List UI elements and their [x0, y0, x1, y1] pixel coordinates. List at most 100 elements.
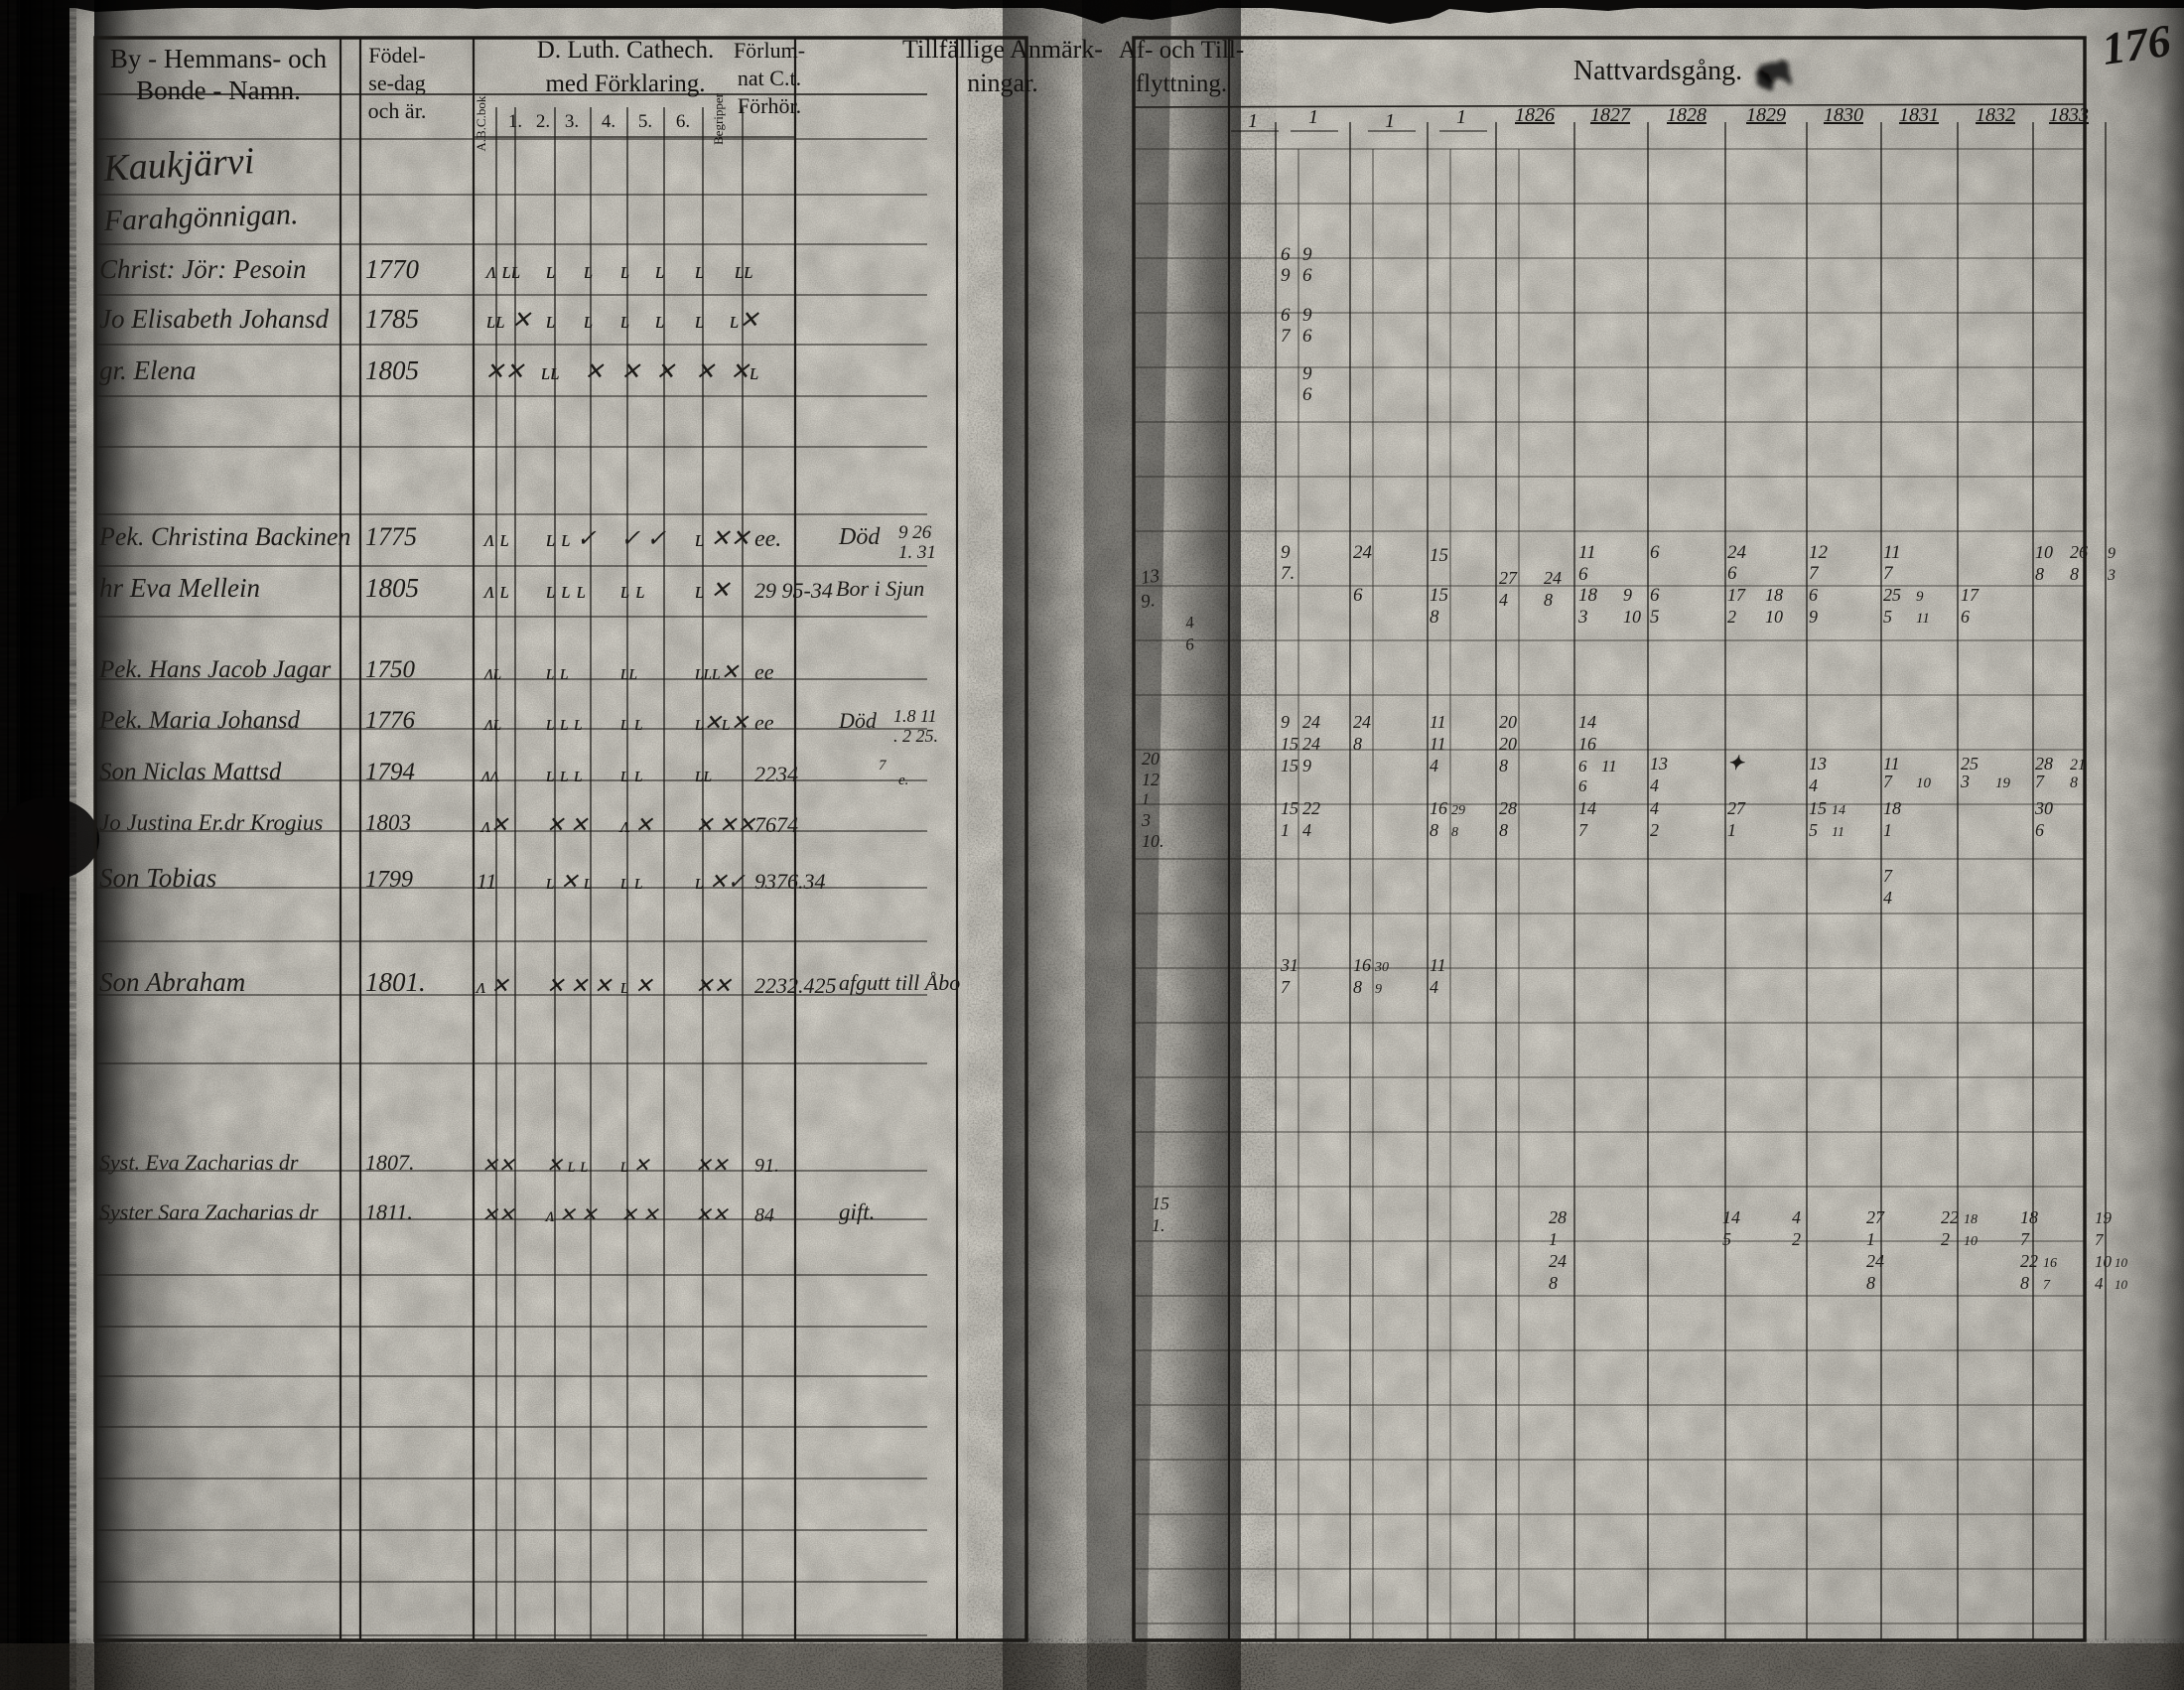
svg-text:7.: 7.	[1281, 563, 1295, 584]
svg-text:9: 9	[1375, 982, 1382, 997]
svg-text:15: 15	[1809, 798, 1827, 818]
svg-text:1833: 1833	[2049, 104, 2089, 126]
svg-text:ʟ ✕: ʟ ✕	[695, 578, 731, 604]
svg-text:11: 11	[1916, 611, 1930, 627]
svg-text:ʟ: ʟ	[546, 308, 555, 334]
svg-text:13: 13	[1140, 566, 1161, 589]
svg-text:Syst. Eva Zacharias dr: Syst. Eva Zacharias dr	[99, 1150, 299, 1175]
svg-text:1: 1	[1727, 820, 1736, 840]
svg-text:1: 1	[1456, 106, 1466, 128]
svg-text:1805: 1805	[365, 355, 419, 385]
svg-text:15: 15	[1430, 585, 1448, 606]
svg-text:1: 1	[1142, 791, 1150, 808]
svg-text:10.: 10.	[1142, 831, 1164, 851]
svg-text:Begripper: Begripper	[711, 92, 726, 145]
svg-text:4: 4	[2095, 1274, 2104, 1293]
svg-text:7: 7	[2020, 1229, 2030, 1249]
svg-text:✕: ✕	[511, 308, 532, 334]
svg-text:15: 15	[1281, 734, 1298, 754]
svg-text:6: 6	[1281, 305, 1291, 326]
svg-text:6: 6	[1353, 585, 1363, 606]
svg-text:Bor i Sjun: Bor i Sjun	[836, 576, 924, 601]
svg-text:18: 18	[1578, 585, 1598, 606]
svg-text:14: 14	[1578, 712, 1596, 732]
svg-text:ᴧ ʟ: ᴧ ʟ	[482, 526, 509, 552]
svg-text:Farahgönnigan.: Farahgönnigan.	[102, 198, 299, 237]
svg-text:Son Niclas Mattsd: Son Niclas Mattsd	[99, 759, 282, 785]
svg-text:ʟ: ʟ	[695, 258, 704, 284]
svg-text:Son Tobias: Son Tobias	[99, 863, 216, 893]
svg-text:6: 6	[1302, 265, 1312, 286]
svg-text:Af- och Till-: Af- och Till-	[1119, 37, 1244, 64]
svg-text:1: 1	[1248, 110, 1258, 132]
svg-text:1832: 1832	[1976, 104, 2015, 126]
svg-text:Död: Död	[838, 524, 881, 550]
svg-text:ᴧᴧ: ᴧᴧ	[479, 762, 500, 786]
svg-text:ʟ ʟ ✓: ʟ ʟ ✓	[546, 526, 597, 552]
svg-text:1: 1	[1883, 820, 1892, 840]
svg-text:ʟ ʟ: ʟ ʟ	[546, 659, 569, 684]
svg-text:4.: 4.	[602, 111, 615, 132]
svg-text:ʟ: ʟ	[655, 258, 664, 284]
svg-text:✕: ✕	[620, 359, 641, 385]
svg-text:3: 3	[1141, 810, 1151, 830]
svg-text:ʟ: ʟ	[620, 258, 629, 284]
svg-text:11: 11	[1578, 542, 1596, 563]
svg-text:12: 12	[1809, 542, 1829, 563]
svg-text:11: 11	[1832, 825, 1844, 840]
svg-text:7: 7	[1578, 820, 1588, 840]
svg-text:9: 9	[2108, 545, 2116, 562]
svg-text:A.B.C.bok.: A.B.C.bok.	[474, 92, 488, 151]
svg-text:1829: 1829	[1746, 104, 1786, 126]
svg-text:6: 6	[1650, 542, 1660, 563]
svg-text:Son Abraham: Son Abraham	[99, 967, 245, 997]
svg-text:8: 8	[1430, 607, 1439, 628]
svg-text:12: 12	[1142, 770, 1160, 789]
svg-text:Pek. Hans Jacob Jagar: Pek. Hans Jacob Jagar	[98, 656, 332, 683]
svg-text:Bonde - Namn.: Bonde - Namn.	[136, 75, 301, 105]
svg-text:22: 22	[2020, 1251, 2038, 1271]
svg-text:10: 10	[1765, 607, 1783, 627]
svg-text:15: 15	[1281, 798, 1298, 818]
svg-text:1.: 1.	[508, 111, 522, 132]
svg-text:9: 9	[1809, 607, 1818, 627]
svg-text:31: 31	[1280, 955, 1298, 975]
svg-text:84: 84	[754, 1204, 774, 1226]
svg-text:10: 10	[2095, 1252, 2113, 1271]
svg-text:ʟ ʟ: ʟ ʟ	[620, 869, 643, 894]
svg-text:18: 18	[1964, 1212, 1978, 1227]
svg-text:28: 28	[1549, 1207, 1567, 1227]
svg-text:8: 8	[1499, 820, 1508, 840]
svg-text:ʟ ʟ: ʟ ʟ	[620, 710, 643, 735]
svg-text:18: 18	[1883, 798, 1901, 818]
svg-text:ʟ✕ʟ✕: ʟ✕ʟ✕	[695, 710, 750, 735]
svg-text:17: 17	[1961, 585, 1979, 605]
svg-text:ʟ: ʟ	[584, 308, 593, 334]
svg-text:2234: 2234	[754, 762, 798, 786]
svg-text:27: 27	[1499, 568, 1518, 588]
svg-text:✕: ✕	[695, 359, 716, 385]
svg-text:6: 6	[1809, 585, 1818, 605]
svg-text:21: 21	[2070, 757, 2086, 774]
svg-text:ᴧʟ: ᴧʟ	[482, 659, 501, 684]
svg-text:6.: 6.	[676, 111, 690, 132]
svg-text:14: 14	[1578, 798, 1596, 818]
svg-text:2232.425: 2232.425	[754, 973, 837, 998]
svg-text:Födel-: Födel-	[368, 43, 425, 68]
svg-text:ʟ ʟ ʟ: ʟ ʟ ʟ	[546, 710, 583, 735]
svg-text:3: 3	[2107, 567, 2116, 584]
svg-text:18: 18	[2020, 1207, 2038, 1227]
svg-text:4: 4	[1650, 775, 1659, 795]
svg-text:8: 8	[1353, 977, 1362, 997]
svg-text:8: 8	[1866, 1273, 1875, 1293]
svg-text:7: 7	[2035, 772, 2045, 791]
svg-text:28: 28	[1499, 798, 1517, 818]
svg-text:10: 10	[1623, 607, 1641, 627]
svg-text:14: 14	[1722, 1207, 1740, 1227]
svg-text:7: 7	[1883, 563, 1894, 584]
svg-text:7: 7	[1809, 563, 1820, 584]
svg-text:17: 17	[1727, 585, 1746, 605]
svg-text:Förlum-: Förlum-	[734, 38, 805, 63]
svg-text:ʟʟʟ✕: ʟʟʟ✕	[695, 659, 740, 684]
svg-text:Jo Elisabeth Johansd: Jo Elisabeth Johansd	[99, 304, 329, 334]
